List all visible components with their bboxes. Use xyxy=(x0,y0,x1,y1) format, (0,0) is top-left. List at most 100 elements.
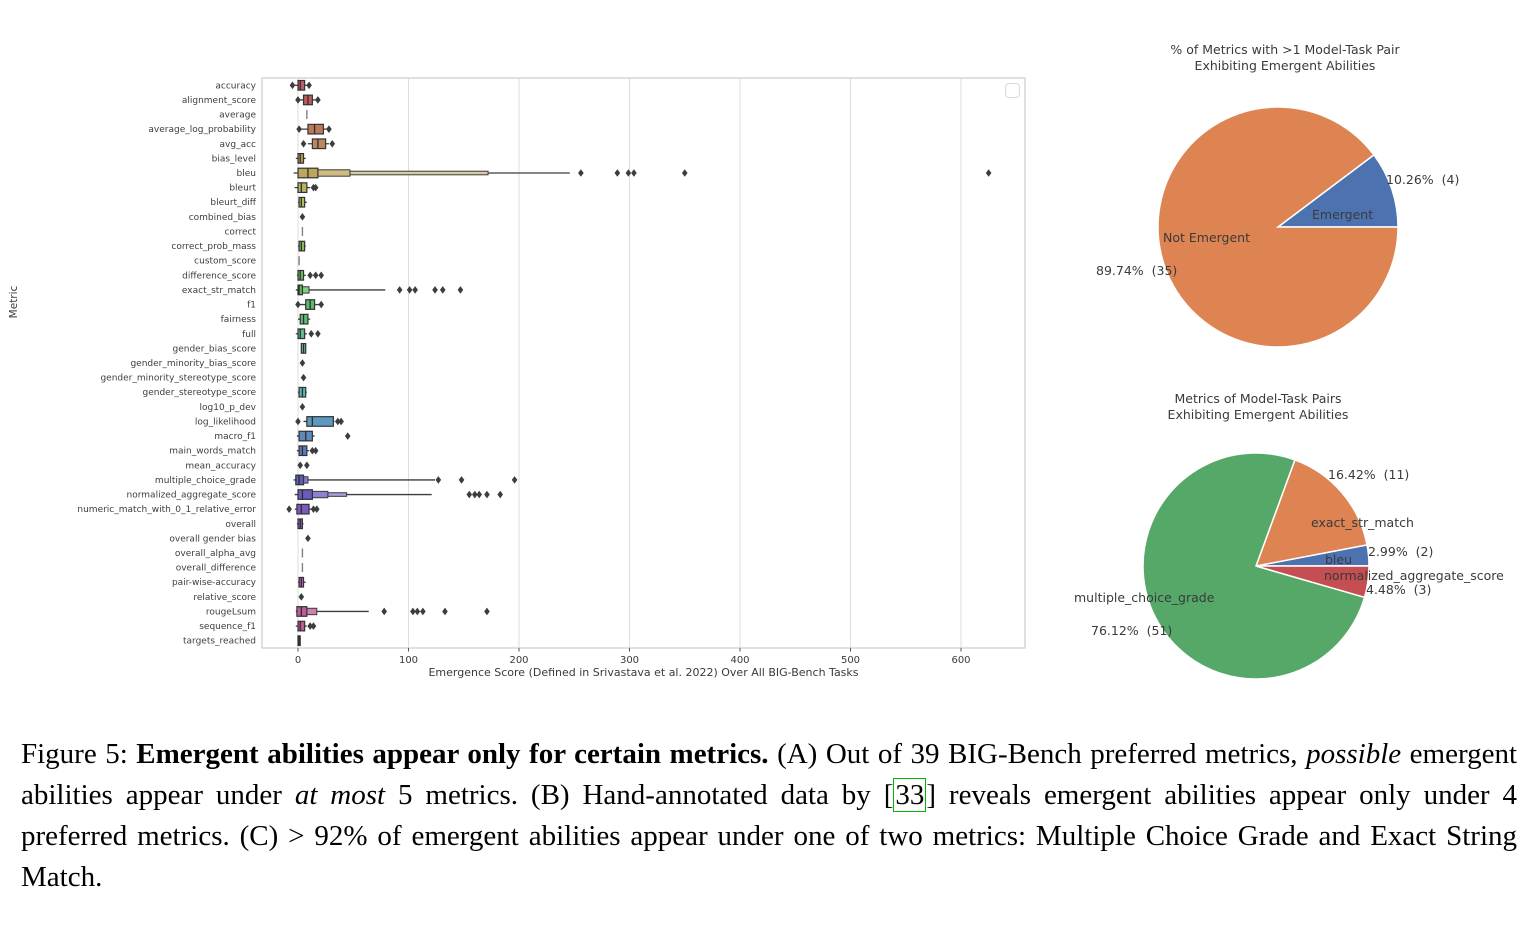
metric-label: overall xyxy=(225,520,256,530)
pie-top-pct-emergent: 10.26% (4) xyxy=(1386,172,1460,187)
metric-label: bleu xyxy=(237,169,256,179)
caption-segment: 5 metrics. (B) Hand-annotated data by [ xyxy=(385,779,894,811)
x-tick-label: 400 xyxy=(730,655,749,666)
outlier-diamond xyxy=(432,286,438,294)
pie-bottom-pct-normalized-aggregate-score: 4.48% (3) xyxy=(1366,582,1432,597)
caption-segment: 33 xyxy=(893,778,927,812)
metric-label: targets_reached xyxy=(183,637,256,647)
outlier-diamond xyxy=(420,607,426,616)
x-tick-label: 100 xyxy=(399,655,418,666)
boxen-row-gender-bias-score: gender_bias_score xyxy=(172,342,307,354)
metric-label: difference_score xyxy=(182,271,256,281)
outlier-diamond xyxy=(326,125,332,133)
metric-label: log_likelihood xyxy=(195,417,256,427)
outlier-diamond xyxy=(318,271,325,280)
metric-label: fairness xyxy=(221,315,257,325)
box-iqr xyxy=(297,620,306,632)
boxen-row-pair-wise-accuracy: pair-wise-accuracy xyxy=(172,576,306,588)
outlier-diamond xyxy=(297,461,304,470)
box-mid xyxy=(311,490,329,499)
outlier-diamond xyxy=(305,534,311,543)
outlier-diamond xyxy=(625,169,632,177)
outlier-diamond xyxy=(286,505,292,513)
pie-top-title-line1: % of Metrics with >1 Model-Task Pair xyxy=(1170,42,1400,57)
metric-label: bleurt_diff xyxy=(210,198,256,208)
outlier-diamond xyxy=(306,81,312,90)
box-iqr xyxy=(311,138,327,150)
x-tick-label: 0 xyxy=(295,655,301,666)
metric-label: gender_bias_score xyxy=(172,344,256,354)
pie-top-label-emergent: Emergent xyxy=(1312,207,1374,222)
metric-label: combined_bias xyxy=(189,213,257,223)
x-tick-label: 200 xyxy=(509,655,528,666)
boxen-row-full: full xyxy=(242,328,321,340)
boxen-row-custom-score: custom_score xyxy=(194,256,300,267)
metric-label: bias_level xyxy=(212,154,256,164)
metric-label: custom_score xyxy=(194,257,256,267)
outlier-diamond xyxy=(631,169,637,177)
metric-label: bleurt xyxy=(229,184,256,194)
box-iqr xyxy=(297,489,313,500)
caption-segment: at most xyxy=(294,779,386,811)
boxen-row-mean-accuracy: mean_accuracy xyxy=(185,461,310,471)
legend-placeholder xyxy=(1005,83,1020,98)
boxen-row-overall-gender-bias: overall gender bias xyxy=(169,534,311,544)
box-outer xyxy=(327,492,348,497)
box-mid xyxy=(303,476,309,484)
outlier-diamond xyxy=(985,169,992,177)
pie-bottom-title-line2: Exhibiting Emergent Abilities xyxy=(1167,407,1349,422)
metric-label: log10_p_dev xyxy=(200,403,257,413)
boxen-row-gender-stereotype-score: gender_stereotype_score xyxy=(143,386,307,398)
pie-top xyxy=(1157,106,1399,348)
outlier-diamond xyxy=(344,432,351,440)
metric-label: f1 xyxy=(247,301,256,311)
outlier-diamond xyxy=(381,607,387,616)
outlier-diamond xyxy=(312,183,319,192)
metric-label: relative_score xyxy=(193,593,256,603)
pie-bottom-pct-bleu: 2.99% (2) xyxy=(1368,544,1434,559)
boxen-row-log-likelihood: log_likelihood xyxy=(195,416,344,427)
metric-label: overall_difference xyxy=(176,564,257,574)
boxen-row-accuracy: accuracy xyxy=(215,79,312,91)
box-iqr xyxy=(297,328,306,340)
caption-segment: possible xyxy=(1306,738,1402,770)
pie-bottom-title: Metrics of Model-Task Pairs Exhibiting E… xyxy=(1080,391,1436,423)
outlier-diamond xyxy=(457,286,464,294)
outlier-diamond xyxy=(307,622,313,630)
pie-bottom-title-line1: Metrics of Model-Task Pairs xyxy=(1174,391,1342,406)
outlier-diamond xyxy=(295,417,301,426)
pie-top-pct-not-emergent: 89.74% (35) xyxy=(1096,263,1178,278)
pie-slice-normalized-aggregate-score xyxy=(1255,565,1370,599)
metric-label: average_log_probability xyxy=(148,125,256,135)
boxen-row-numeric-match-with-0-1-relative-error: numeric_match_with_0_1_relative_error xyxy=(77,503,320,515)
boxen-row-overall-alpha-avg: overall_alpha_avg xyxy=(175,548,304,559)
outlier-diamond xyxy=(299,403,306,411)
box-mid xyxy=(317,169,351,177)
boxplot-y-axis-label: Metric xyxy=(8,285,20,319)
outlier-diamond xyxy=(410,607,416,616)
outlier-diamond xyxy=(412,286,418,294)
outlier-diamond xyxy=(308,329,315,338)
box-iqr xyxy=(297,79,306,91)
box-iqr xyxy=(297,182,308,194)
x-tick-label: 300 xyxy=(620,655,639,666)
outlier-diamond xyxy=(289,81,296,90)
outlier-diamond xyxy=(442,607,448,616)
outlier-diamond xyxy=(295,96,301,104)
boxen-row-difference-score: difference_score xyxy=(182,269,325,281)
metric-label: overall gender bias xyxy=(169,534,256,544)
boxen-row-bias-level: bias_level xyxy=(212,152,306,164)
outlier-diamond xyxy=(307,271,313,280)
metric-label: numeric_match_with_0_1_relative_error xyxy=(77,505,256,515)
outlier-diamond xyxy=(414,607,421,616)
figure-caption: Figure 5: Emergent abilities appear only… xyxy=(21,734,1517,898)
box-iqr xyxy=(306,416,334,427)
pie-bottom xyxy=(1142,452,1370,680)
caption-segment: Emergent abilities appear only for certa… xyxy=(136,738,769,770)
outlier-diamond xyxy=(511,476,518,484)
caption-segment: (A) Out of 39 BIG-Bench preferred metric… xyxy=(768,738,1307,770)
metric-label: correct xyxy=(224,227,256,237)
outlier-diamond xyxy=(329,139,336,148)
